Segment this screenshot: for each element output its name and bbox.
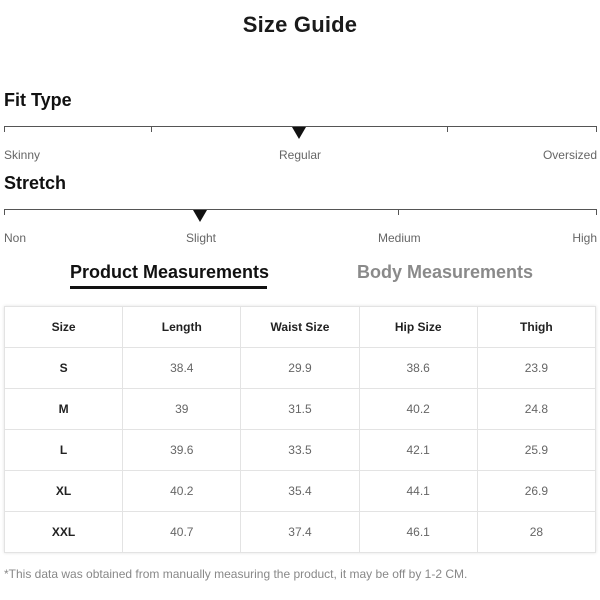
cell-length: 40.2 [122, 470, 242, 512]
stretch-tick [398, 209, 399, 215]
cell-hip-size: 44.1 [358, 470, 478, 512]
fit-type-tick [447, 126, 448, 132]
stretch-track [4, 209, 597, 210]
header-hip-size: Hip Size [358, 306, 478, 348]
cell-size: M [3, 388, 124, 430]
cell-hip-size: 38.6 [358, 347, 478, 389]
cell-thigh: 23.9 [476, 347, 597, 389]
cell-thigh: 26.9 [476, 470, 597, 512]
table-row: XL 40.2 35.4 44.1 26.9 [3, 470, 597, 512]
stretch-tick [4, 209, 5, 215]
page-title: Size Guide [242, 12, 358, 37]
stretch-option-medium: Medium [378, 231, 421, 245]
cell-length: 39 [122, 388, 242, 430]
table-header-row: Size Length Waist Size Hip Size Thigh [3, 306, 597, 348]
table-row: L 39.6 33.5 42.1 25.9 [3, 429, 597, 471]
fit-type-tick [596, 126, 597, 132]
cell-waist-size: 31.5 [240, 388, 360, 430]
measurement-footnote: *This data was obtained from manually me… [4, 567, 468, 581]
fit-type-track [4, 126, 597, 127]
table-row: S 38.4 29.9 38.6 23.9 [3, 347, 597, 389]
cell-size: L [3, 429, 124, 471]
cell-size: XXL [3, 511, 124, 553]
table-row: XXL 40.7 37.4 46.1 28 [3, 511, 597, 553]
header-waist-size: Waist Size [240, 306, 360, 348]
cell-waist-size: 37.4 [240, 511, 360, 553]
stretch-tick [596, 209, 597, 215]
fit-type-tick [4, 126, 5, 132]
fit-type-tick [151, 126, 152, 132]
cell-length: 38.4 [122, 347, 242, 389]
cell-hip-size: 42.1 [358, 429, 478, 471]
tab-body-measurements[interactable]: Body Measurements [357, 262, 534, 282]
fit-type-label: Fit Type [4, 90, 72, 110]
cell-hip-size: 40.2 [358, 388, 478, 430]
cell-hip-size: 46.1 [358, 511, 478, 553]
fit-type-option-skinny: Skinny [4, 148, 41, 162]
header-size: Size [3, 306, 124, 348]
stretch-option-non: Non [4, 231, 27, 245]
active-tab-underline [70, 286, 267, 289]
cell-thigh: 25.9 [476, 429, 597, 471]
stretch-label: Stretch [4, 173, 67, 193]
cell-thigh: 24.8 [476, 388, 597, 430]
tab-product-measurements[interactable]: Product Measurements [70, 262, 270, 282]
measurements-table: Size Length Waist Size Hip Size Thigh S … [3, 306, 597, 553]
cell-thigh: 28 [476, 511, 597, 553]
fit-type-marker [292, 127, 306, 139]
stretch-option-high: High [572, 231, 597, 245]
stretch-marker [193, 210, 207, 222]
cell-waist-size: 35.4 [240, 470, 360, 512]
cell-length: 40.7 [122, 511, 242, 553]
cell-size: XL [3, 470, 124, 512]
cell-size: S [3, 347, 124, 389]
fit-type-option-regular: Regular [279, 148, 322, 162]
header-thigh: Thigh [476, 306, 597, 348]
stretch-option-slight: Slight [186, 231, 217, 245]
cell-waist-size: 33.5 [240, 429, 360, 471]
cell-waist-size: 29.9 [240, 347, 360, 389]
cell-length: 39.6 [122, 429, 242, 471]
fit-type-option-oversized: Oversized [542, 148, 597, 162]
table-row: M 39 31.5 40.2 24.8 [3, 388, 597, 430]
header-length: Length [122, 306, 242, 348]
